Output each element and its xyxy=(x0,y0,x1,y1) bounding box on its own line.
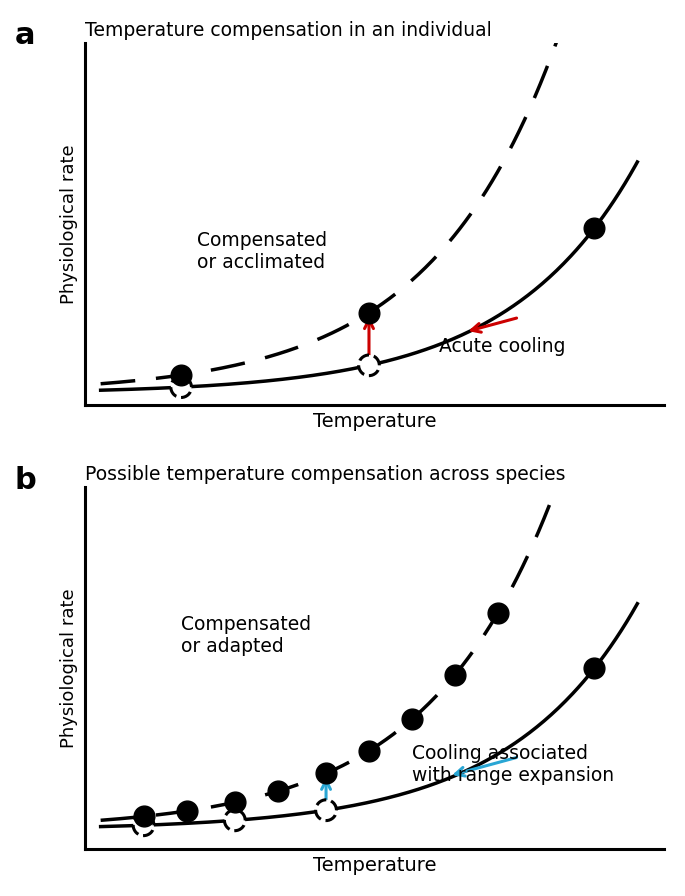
Point xyxy=(364,744,375,758)
Point xyxy=(449,668,460,682)
Point xyxy=(138,818,149,832)
Point xyxy=(364,306,375,320)
Y-axis label: Physiological rate: Physiological rate xyxy=(60,144,77,304)
Text: Temperature compensation in an individual: Temperature compensation in an individua… xyxy=(84,21,491,39)
Point xyxy=(175,380,186,394)
Point xyxy=(229,814,240,828)
Text: Acute cooling: Acute cooling xyxy=(439,337,565,357)
Point xyxy=(272,784,283,798)
X-axis label: Temperature: Temperature xyxy=(312,411,436,431)
Text: Compensated
or acclimated: Compensated or acclimated xyxy=(197,231,327,272)
Text: a: a xyxy=(15,22,36,50)
Point xyxy=(138,809,149,823)
Text: b: b xyxy=(15,466,37,495)
Point xyxy=(406,712,417,727)
X-axis label: Temperature: Temperature xyxy=(312,857,436,875)
Point xyxy=(589,661,600,676)
Point xyxy=(175,368,186,383)
Point xyxy=(321,803,332,817)
Point xyxy=(493,606,503,620)
Point xyxy=(364,358,375,373)
Text: Cooling associated
with range expansion: Cooling associated with range expansion xyxy=(412,744,614,785)
Point xyxy=(321,766,332,780)
Text: Compensated
or adapted: Compensated or adapted xyxy=(181,615,311,656)
Point xyxy=(181,804,192,818)
Text: Possible temperature compensation across species: Possible temperature compensation across… xyxy=(84,465,565,485)
Point xyxy=(589,221,600,236)
Y-axis label: Physiological rate: Physiological rate xyxy=(60,589,77,748)
Point xyxy=(229,795,240,809)
